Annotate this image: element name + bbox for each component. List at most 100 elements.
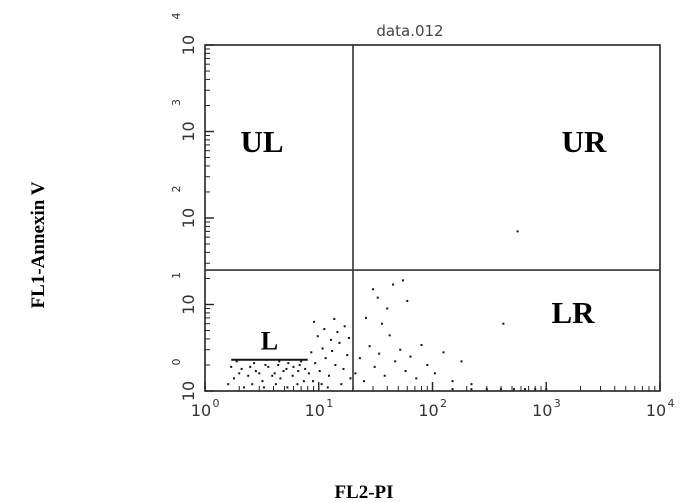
data-point xyxy=(233,377,236,380)
data-point xyxy=(346,354,349,357)
data-point xyxy=(311,380,314,383)
data-point xyxy=(238,372,241,375)
data-point xyxy=(254,370,257,373)
x-tick-label: 10 xyxy=(305,401,325,420)
data-point xyxy=(273,372,276,375)
quadrant-label-ul: UL xyxy=(240,124,283,159)
data-point xyxy=(406,299,409,302)
data-point xyxy=(253,362,256,365)
data-point xyxy=(442,351,445,354)
data-point xyxy=(262,386,265,389)
data-point xyxy=(327,374,330,377)
data-point xyxy=(227,383,230,386)
x-tick-label: 10 xyxy=(646,401,666,420)
data-point xyxy=(287,362,290,365)
x-tick-label: 10 xyxy=(418,401,438,420)
data-point xyxy=(310,351,313,354)
data-point xyxy=(247,374,250,377)
data-point xyxy=(324,357,327,360)
y-tick-label: 3 xyxy=(170,99,183,106)
y-tick-label: 10 xyxy=(179,35,198,55)
x-tick-label: 0 xyxy=(213,397,220,410)
data-point xyxy=(451,380,454,383)
data-point xyxy=(296,383,299,386)
data-point xyxy=(331,350,334,353)
y-axis-label: FL1-Annexin V xyxy=(28,181,49,308)
data-point xyxy=(292,365,295,368)
data-point xyxy=(240,367,243,370)
data-point xyxy=(392,283,395,286)
data-point xyxy=(279,377,282,380)
data-point xyxy=(386,307,389,310)
data-point xyxy=(470,383,473,386)
y-tick-label: 10 xyxy=(179,381,198,401)
data-point xyxy=(373,365,376,368)
data-point xyxy=(321,347,324,350)
data-point xyxy=(404,370,407,373)
x-axis-label: FL2-PI xyxy=(334,482,393,502)
data-point xyxy=(363,380,366,383)
y-axis-ticks: 10 0 10 1 10 2 10 3 10 4 xyxy=(170,13,214,401)
data-point xyxy=(349,377,352,380)
data-point xyxy=(401,279,404,282)
data-point xyxy=(338,341,341,344)
data-point xyxy=(426,363,429,366)
data-point xyxy=(298,363,301,366)
data-point xyxy=(383,374,386,377)
quadrant-label-ur: UR xyxy=(562,124,607,159)
data-point xyxy=(286,386,289,389)
data-point xyxy=(230,365,233,368)
y-tick-label: 10 xyxy=(179,121,198,141)
data-point xyxy=(291,374,294,377)
data-point xyxy=(342,367,345,370)
quadrant-dividers xyxy=(205,45,660,391)
data-point xyxy=(523,388,526,391)
data-point xyxy=(470,388,473,391)
data-point xyxy=(304,367,307,370)
data-point xyxy=(381,322,384,325)
data-point xyxy=(388,334,391,337)
data-point xyxy=(354,372,357,375)
data-point xyxy=(282,370,285,373)
data-point xyxy=(512,388,515,391)
data-point xyxy=(267,365,270,368)
data-point xyxy=(297,370,300,373)
data-point xyxy=(372,288,375,291)
data-point xyxy=(278,360,281,363)
x-tick-label: 2 xyxy=(440,397,447,410)
data-point xyxy=(313,320,316,323)
quadrant-label-lr: LR xyxy=(551,295,595,330)
data-point xyxy=(433,372,436,375)
data-point xyxy=(336,331,339,334)
y-tick-label: 10 xyxy=(179,208,198,228)
data-point xyxy=(340,383,343,386)
data-point xyxy=(329,338,332,341)
y-tick-label: 4 xyxy=(170,13,183,20)
x-tick-label: 4 xyxy=(668,397,675,410)
data-point xyxy=(258,372,261,375)
data-point xyxy=(271,374,274,377)
x-tick-label: 10 xyxy=(532,401,552,420)
data-point xyxy=(249,365,252,368)
x-tick-label: 3 xyxy=(554,397,561,410)
data-point xyxy=(323,328,326,331)
x-tick-label: 1 xyxy=(326,397,333,410)
data-point xyxy=(316,335,319,338)
data-point xyxy=(274,383,277,386)
data-point xyxy=(261,380,264,383)
gate-box xyxy=(231,294,308,360)
data-point xyxy=(326,386,329,389)
data-point xyxy=(394,360,397,363)
data-point xyxy=(378,352,381,355)
data-point xyxy=(460,360,463,363)
data-point xyxy=(333,317,336,320)
data-point xyxy=(409,355,412,358)
data-point xyxy=(277,363,280,366)
data-point xyxy=(343,325,346,328)
data-point xyxy=(502,322,505,325)
data-point xyxy=(320,383,323,386)
data-point xyxy=(285,367,288,370)
y-tick-label: 1 xyxy=(170,272,183,279)
data-point xyxy=(420,344,423,347)
